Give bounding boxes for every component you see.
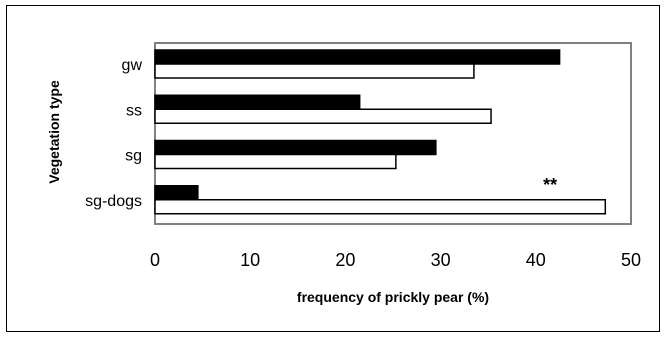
- bar-sg-series-1: [154, 139, 437, 156]
- annotations: **: [543, 175, 557, 195]
- category-labels: gw ss sg sg-dogs: [85, 57, 142, 210]
- bar-gw-series-2: [154, 63, 475, 79]
- y-axis-title: Vegetation type: [46, 80, 62, 184]
- x-axis-title: frequency of prickly pear (%): [297, 289, 489, 305]
- bar-sg-series-2: [154, 153, 397, 170]
- x-tick-label-50: 50: [621, 250, 641, 270]
- bar-sg-dogs-series-2: [154, 199, 607, 215]
- x-tick-label-10: 10: [240, 250, 260, 270]
- bar-sg-dogs-series-1: [154, 185, 199, 201]
- x-tick-label-30: 30: [431, 250, 451, 270]
- x-axis-ticks: 0 10 20 30 40 50: [150, 250, 641, 270]
- x-tick-label-20: 20: [335, 250, 355, 270]
- bars-group: [154, 49, 607, 215]
- category-label-ss: ss: [126, 102, 142, 119]
- bar-ss-series-2: [154, 108, 492, 124]
- category-label-sg-dogs: sg-dogs: [85, 193, 142, 210]
- bar-gw-series-1: [154, 49, 561, 65]
- bar-ss-series-1: [154, 94, 361, 110]
- x-tick-label-0: 0: [150, 250, 160, 270]
- category-label-sg: sg: [125, 148, 142, 165]
- x-tick-label-40: 40: [526, 250, 546, 270]
- category-label-gw: gw: [122, 57, 143, 74]
- chart-frame: [6, 5, 660, 332]
- annotation-sg-dogs: **: [543, 175, 557, 195]
